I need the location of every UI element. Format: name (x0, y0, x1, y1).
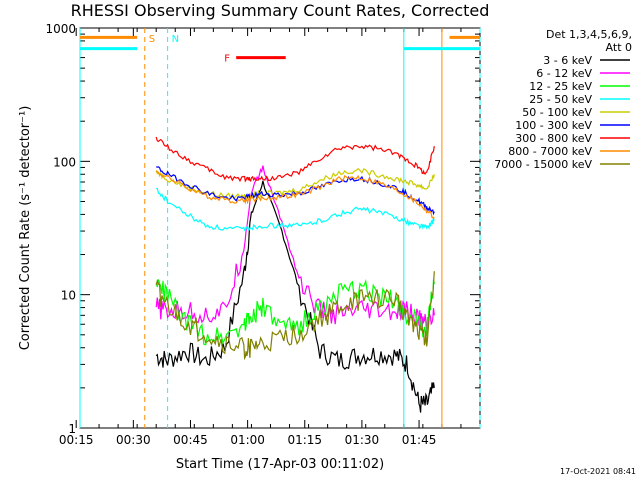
y-tick-label: 10 (61, 289, 76, 303)
footer-timestamp: 17-Oct-2021 08:41 (560, 467, 636, 476)
series-layer (155, 136, 435, 413)
x-axis: 00:15 00:30 00:45 01:00 01:15 01:30 01:45 (59, 28, 481, 447)
series-line (156, 187, 435, 233)
series-line (155, 180, 435, 413)
legend-label: 300 - 800 keV (515, 132, 592, 145)
x-tick-label: 01:15 (287, 433, 322, 447)
flare-label: F (224, 54, 230, 65)
legend-label: 12 - 25 keV (529, 80, 592, 93)
legend-label: 800 - 7000 keV (508, 145, 592, 158)
annotation-label: S (149, 34, 155, 45)
legend-header-line2: Att 0 (606, 41, 632, 54)
y-tick-label: 100 (53, 155, 76, 169)
chart-title: RHESSI Observing Summary Count Rates, Co… (71, 1, 490, 20)
series-line (155, 165, 435, 334)
y-tick-label: 1 (68, 422, 76, 436)
legend-label: 3 - 6 keV (543, 54, 592, 67)
y-tick-label: 1000 (45, 22, 76, 36)
y-axis-label: Corrected Count Rate (s⁻¹ detector⁻¹) (18, 106, 33, 351)
x-tick-label: 00:30 (116, 433, 151, 447)
x-tick-label: 01:30 (345, 433, 380, 447)
plot-area: 00:15 00:30 00:45 01:00 01:15 01:30 01:45 1101… (45, 22, 481, 447)
legend-header-line1: Det 1,3,4,5,6,9, (546, 28, 632, 41)
legend-label: 7000 - 15000 keV (494, 158, 592, 171)
y-axis: 1 10 100 1000 (45, 22, 480, 436)
reference-lines (79, 28, 481, 428)
annotations: S N F (149, 34, 286, 65)
x-tick-label: 00:15 (59, 433, 94, 447)
series-line (155, 271, 435, 361)
series-line (155, 279, 435, 346)
series-line (155, 136, 435, 183)
x-tick-label: 00:45 (173, 433, 208, 447)
legend-label: 6 - 12 keV (536, 67, 592, 80)
x-tick-label: 01:45 (402, 433, 437, 447)
legend-label: 25 - 50 keV (529, 93, 592, 106)
x-tick-label: 01:00 (230, 433, 265, 447)
annotation-label: N (172, 34, 179, 45)
series-line (155, 170, 435, 220)
legend-label: 50 - 100 keV (522, 106, 592, 119)
x-axis-label: Start Time (17-Apr-03 00:11:02) (176, 457, 384, 472)
legend-label: 100 - 300 keV (515, 119, 592, 132)
